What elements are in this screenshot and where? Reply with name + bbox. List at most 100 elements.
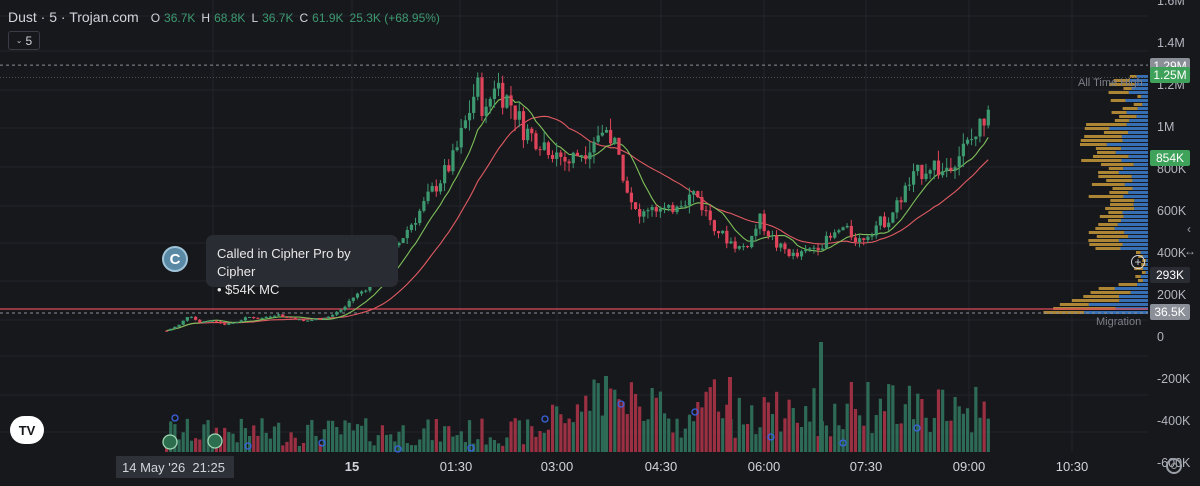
volume-bar xyxy=(982,401,986,452)
candle-body xyxy=(642,211,646,217)
volume-bar xyxy=(596,383,600,452)
trade-marker xyxy=(467,444,475,452)
volume-bar xyxy=(538,431,542,452)
profile-bar-buy xyxy=(1129,119,1148,122)
volume-bar xyxy=(405,443,409,452)
volume-bar xyxy=(231,433,235,452)
volume-bar xyxy=(492,439,497,452)
volume-bar xyxy=(650,388,654,452)
volume-bar xyxy=(899,423,903,452)
volume-bar xyxy=(916,393,920,452)
volume-bar xyxy=(633,393,638,452)
candle-body xyxy=(555,152,559,159)
candle-body xyxy=(646,210,650,212)
volume-bar xyxy=(264,432,268,452)
profile-bar-buy xyxy=(1133,203,1148,206)
ath-label: All Time High xyxy=(1078,77,1143,89)
volume-bar xyxy=(534,436,538,452)
candle-body xyxy=(920,164,924,180)
interval-toggle[interactable]: ⌄ 5 xyxy=(8,31,40,50)
candle-body xyxy=(563,156,567,162)
high-key: H xyxy=(201,11,211,25)
volume-bar xyxy=(829,436,833,452)
candle-body xyxy=(965,139,970,144)
candle-body xyxy=(505,95,509,108)
volume-bar xyxy=(194,438,198,452)
candle-body xyxy=(364,290,368,292)
volume-bar xyxy=(853,408,858,452)
volume-bar xyxy=(646,419,650,452)
candle-body xyxy=(858,238,862,243)
candle-body xyxy=(322,318,326,320)
candle-body xyxy=(467,112,472,121)
volume-bar xyxy=(683,428,687,452)
profile-bar-sell xyxy=(1112,187,1133,190)
tradingview-logo[interactable]: TV xyxy=(10,416,44,444)
candle-body xyxy=(459,128,463,148)
profile-bar-sell xyxy=(1106,179,1133,182)
candle-body xyxy=(210,320,214,322)
profile-bar-sell xyxy=(1108,211,1123,214)
candle-body xyxy=(173,326,177,329)
low-value: 36.7K xyxy=(262,11,294,25)
profile-bar-sell xyxy=(1135,275,1141,278)
candle-body xyxy=(414,223,418,225)
candle-body xyxy=(223,323,227,325)
volume-bar xyxy=(708,387,712,452)
cursor-time-label: 14 May '26 21:25 xyxy=(116,456,234,478)
resize-arrows-icon[interactable]: ↔ xyxy=(1184,244,1196,258)
volume-bar xyxy=(733,437,737,452)
volume-bars xyxy=(165,342,990,452)
volume-bar xyxy=(588,410,592,452)
time-axis-label: 06:00 xyxy=(747,459,781,474)
volume-bar xyxy=(339,434,343,452)
time-axis-label: 09:00 xyxy=(952,459,986,474)
volume-bar xyxy=(355,424,360,452)
volume-bar xyxy=(559,414,563,452)
volume-bar xyxy=(401,425,405,452)
volume-bar xyxy=(700,407,704,452)
candle-body xyxy=(887,222,891,228)
candle-body xyxy=(829,235,833,238)
volume-bar xyxy=(804,406,808,452)
profile-bar-buy xyxy=(1142,279,1148,282)
candle-body xyxy=(741,246,746,248)
volume-bar xyxy=(252,425,256,452)
candle-body xyxy=(824,235,829,249)
candle-body xyxy=(268,316,272,318)
candle-body xyxy=(293,317,297,320)
candle-body xyxy=(281,314,285,318)
volume-bar xyxy=(467,420,472,452)
profile-bar-sell xyxy=(1122,107,1138,110)
caller-avatar[interactable]: C xyxy=(162,246,188,272)
price-tag: 293K xyxy=(1150,267,1190,284)
candle-body xyxy=(849,225,853,238)
volume-bar xyxy=(600,415,604,452)
profile-bar-buy xyxy=(1128,235,1148,238)
profile-bar-sell xyxy=(1133,103,1143,106)
profile-bar-sell xyxy=(1138,279,1143,282)
volume-bar xyxy=(409,445,414,452)
profile-bar-sell xyxy=(1109,83,1135,86)
candle-body xyxy=(683,205,687,207)
candle-body xyxy=(277,314,281,316)
candle-body xyxy=(799,251,804,257)
volume-bar xyxy=(360,425,364,452)
price-levels xyxy=(0,64,1148,314)
profile-bar-sell xyxy=(1113,79,1131,82)
volume-bar xyxy=(501,445,505,452)
candle-body xyxy=(625,180,629,193)
volume-bar xyxy=(414,445,418,452)
profile-bar-buy xyxy=(1142,103,1148,106)
settings-gear-icon[interactable] xyxy=(1166,458,1182,474)
add-alert-button[interactable]: + xyxy=(1131,255,1145,269)
candle-body xyxy=(716,231,721,234)
candle-body xyxy=(874,225,878,236)
volume-bar xyxy=(887,384,891,452)
symbol-title[interactable]: Dust · 5 · Trojan.com xyxy=(8,9,139,25)
chevron-left-icon[interactable]: ‹ xyxy=(1187,222,1191,236)
candle-body xyxy=(214,320,218,322)
profile-bar-sell xyxy=(1141,271,1146,274)
volume-bar xyxy=(866,382,870,452)
